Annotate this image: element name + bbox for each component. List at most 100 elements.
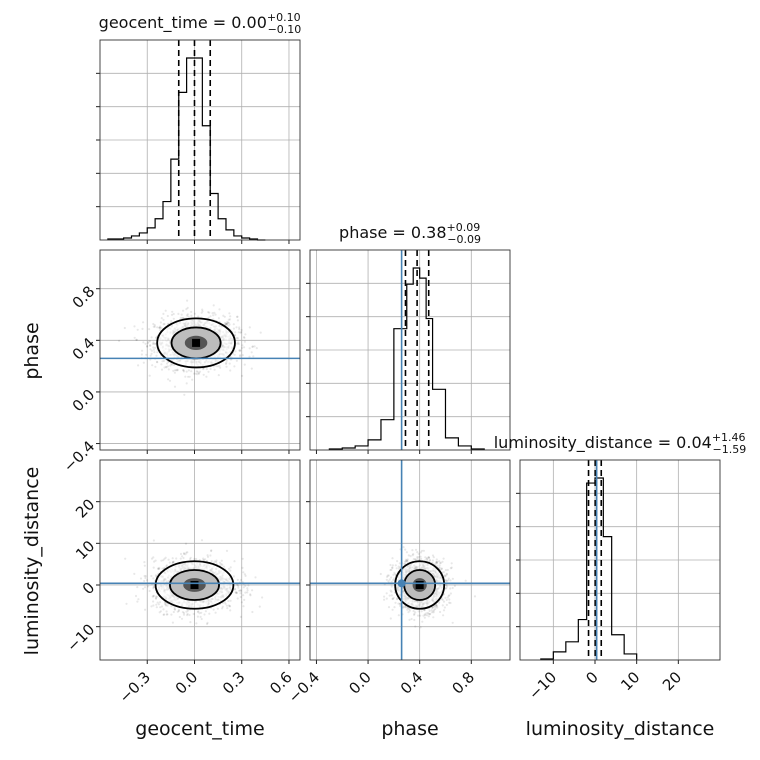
scatter-point (236, 342, 239, 345)
scatter-point (248, 326, 251, 329)
scatter-point (148, 328, 151, 331)
scatter-point (173, 385, 177, 388)
x-tick-label: −10 (525, 668, 560, 703)
scatter-point (143, 561, 146, 564)
scatter-point (242, 605, 245, 608)
scatter-point (125, 602, 128, 605)
scatter-point (449, 601, 452, 605)
scatter-point (243, 573, 246, 576)
scatter-point (228, 604, 231, 608)
scatter-point (163, 566, 166, 569)
scatter-point (240, 601, 243, 604)
scatter-point (447, 594, 450, 598)
scatter-point (387, 574, 390, 577)
scatter-point (473, 595, 477, 598)
scatter-point (435, 562, 439, 565)
scatter-point (177, 609, 180, 613)
scatter-point (182, 309, 185, 312)
scatter-point (166, 322, 170, 325)
scatter-point (396, 597, 399, 600)
scatter-point (430, 609, 433, 612)
scatter-point (404, 606, 407, 609)
scatter-point (237, 586, 240, 589)
scatter-point (221, 605, 224, 608)
scatter-point (402, 546, 405, 549)
scatter-point (240, 328, 243, 332)
y-tick-label: 0 (79, 579, 98, 598)
scatter-point (434, 563, 437, 566)
scatter-point (404, 558, 407, 561)
scatter-point (246, 591, 249, 594)
scatter-point (417, 614, 420, 617)
scatter-point (238, 349, 241, 352)
scatter-point (229, 315, 232, 318)
scatter-point (159, 329, 162, 332)
title-geocent-time: geocent_time = 0.00+0.10 −0.10 (99, 11, 302, 36)
scatter-point (207, 370, 210, 373)
x-axis-label-geocent-time: geocent_time (135, 718, 264, 740)
title-main: luminosity_distance = 0.04 (494, 433, 712, 453)
scatter-point (155, 603, 158, 606)
scatter-point (164, 365, 168, 368)
scatter-point (218, 308, 221, 311)
scatter-point (183, 552, 186, 556)
scatter-point (441, 560, 444, 563)
scatter-point (218, 561, 222, 564)
scatter-point (177, 608, 181, 611)
scatter-point (433, 605, 436, 609)
panel-luminosity-distance-vs-phase: −0.4 0.0 0.4 0.8 (285, 459, 511, 707)
scatter-point (251, 345, 254, 348)
title-plus: +1.46 (712, 431, 746, 444)
panel-geocent-time-vs-geocent-time: geocent_time = 0.00+0.10 −0.10 (96, 11, 301, 244)
scatter-point (156, 351, 159, 354)
scatter-point (206, 622, 209, 626)
scatter-point (214, 611, 217, 614)
scatter-point (181, 317, 184, 320)
scatter-point (233, 587, 236, 591)
scatter-point (440, 567, 443, 571)
scatter-point (419, 555, 422, 558)
scatter-point (239, 615, 242, 619)
x-tick-label: 0.8 (449, 668, 479, 698)
scatter-point (173, 371, 176, 374)
scatter-point (446, 568, 449, 572)
scatter-point (439, 610, 442, 614)
scatter-point (181, 555, 184, 558)
scatter-point (150, 336, 153, 339)
scatter-point (390, 580, 393, 584)
scatter-point (152, 585, 156, 588)
gridlines (310, 460, 510, 660)
scatter-point (394, 601, 397, 604)
scatter-point (411, 554, 414, 557)
scatter-point (445, 587, 448, 590)
scatter-point (420, 557, 423, 561)
scatter-point (165, 366, 168, 369)
scatter-point (204, 558, 207, 561)
scatter-point (226, 320, 229, 323)
scatter-point (142, 587, 145, 590)
scatter-point (136, 586, 139, 589)
scatter-point (228, 323, 231, 326)
scatter-point (166, 362, 169, 365)
y-tick-label: 20 (72, 495, 98, 521)
y-axis-label-phase: phase (21, 322, 43, 379)
scatter-point (224, 322, 228, 325)
scatter-point (163, 557, 166, 561)
scatter-point (229, 369, 232, 372)
scatter-point (227, 567, 231, 570)
scatter-point (405, 551, 408, 554)
scatter-point (175, 557, 178, 560)
scatter-point (164, 603, 167, 606)
scatter-point (200, 539, 204, 542)
scatter-point (165, 565, 168, 568)
scatter-point (413, 618, 416, 622)
scatter-point (443, 575, 447, 578)
x-tick-label: 0 (582, 668, 601, 687)
scatter-point (396, 598, 399, 601)
scatter-point (387, 606, 391, 609)
scatter-point (133, 336, 136, 339)
scatter-point (179, 552, 183, 556)
scatter-point (236, 319, 239, 322)
scatter-point (172, 312, 175, 316)
scatter-point (150, 349, 153, 352)
